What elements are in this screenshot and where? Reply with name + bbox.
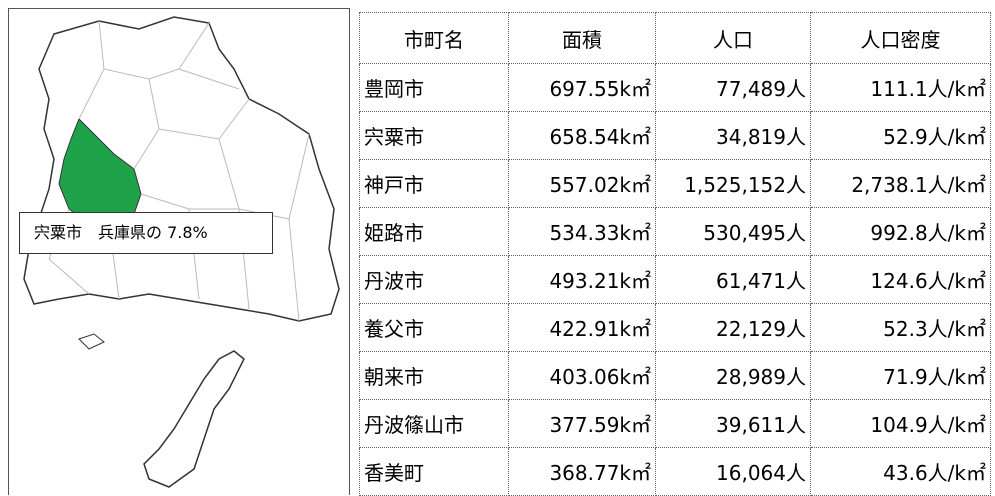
- value-cell: 2,738.1人/k㎡: [810, 159, 991, 208]
- value-cell: 403.06k㎡: [508, 351, 656, 400]
- value-cell: 658.54k㎡: [508, 111, 656, 160]
- value-cell: 52.3人/k㎡: [810, 303, 991, 352]
- value-cell: 104.9人/k㎡: [810, 399, 991, 448]
- value-cell: 39,611人: [655, 399, 811, 448]
- map-label: 宍粟市 兵庫県の 7.8%: [19, 212, 273, 254]
- value-cell: 493.21k㎡: [508, 255, 656, 304]
- name-cell: 姫路市: [359, 207, 509, 256]
- value-cell: 111.1人/k㎡: [810, 63, 991, 112]
- table-row: 香美町 368.77k㎡ 16,064人 43.6人/k㎡: [359, 447, 991, 496]
- value-cell: 16,064人: [655, 447, 811, 496]
- name-cell: 丹波市: [359, 255, 509, 304]
- name-cell: 神戸市: [359, 159, 509, 208]
- value-cell: 71.9人/k㎡: [810, 351, 991, 400]
- name-cell: 豊岡市: [359, 63, 509, 112]
- ieshima: [78, 333, 105, 350]
- header-row: 市町名 面積 人口 人口密度: [359, 12, 991, 64]
- value-cell: 534.33k㎡: [508, 207, 656, 256]
- value-cell: 124.6人/k㎡: [810, 255, 991, 304]
- value-cell: 557.02k㎡: [508, 159, 656, 208]
- table-row: 豊岡市 697.55k㎡ 77,489人 111.1人/k㎡: [359, 63, 991, 112]
- value-cell: 992.8人/k㎡: [810, 207, 991, 256]
- header-cell: 面積: [508, 12, 656, 64]
- value-cell: 61,471人: [655, 255, 811, 304]
- value-cell: 422.91k㎡: [508, 303, 656, 352]
- name-cell: 宍粟市: [359, 111, 509, 160]
- awaji-island: [143, 350, 245, 488]
- value-cell: 77,489人: [655, 63, 811, 112]
- value-cell: 34,819人: [655, 111, 811, 160]
- table-row: 姫路市 534.33k㎡ 530,495人 992.8人/k㎡: [359, 207, 991, 256]
- table-row: 丹波篠山市 377.59k㎡ 39,611人 104.9人/k㎡: [359, 399, 991, 448]
- map-panel: 宍粟市 兵庫県の 7.8%: [8, 8, 350, 495]
- name-cell: 香美町: [359, 447, 509, 496]
- value-cell: 368.77k㎡: [508, 447, 656, 496]
- name-cell: 養父市: [359, 303, 509, 352]
- table-row: 神戸市 557.02k㎡ 1,525,152人 2,738.1人/k㎡: [359, 159, 991, 208]
- table-row: 丹波市 493.21k㎡ 61,471人 124.6人/k㎡: [359, 255, 991, 304]
- name-cell: 丹波篠山市: [359, 399, 509, 448]
- value-cell: 28,989人: [655, 351, 811, 400]
- value-cell: 52.9人/k㎡: [810, 111, 991, 160]
- table-row: 養父市 422.91k㎡ 22,129人 52.3人/k㎡: [359, 303, 991, 352]
- value-cell: 43.6人/k㎡: [810, 447, 991, 496]
- value-cell: 697.55k㎡: [508, 63, 656, 112]
- name-cell: 朝来市: [359, 351, 509, 400]
- value-cell: 1,525,152人: [655, 159, 811, 208]
- header-cell: 人口密度: [810, 12, 991, 64]
- table-row: 朝来市 403.06k㎡ 28,989人 71.9人/k㎡: [359, 351, 991, 400]
- header-cell: 市町名: [359, 12, 509, 64]
- table-row: 宍粟市 658.54k㎡ 34,819人 52.9人/k㎡: [359, 111, 991, 160]
- value-cell: 530,495人: [655, 207, 811, 256]
- value-cell: 22,129人: [655, 303, 811, 352]
- value-cell: 377.59k㎡: [508, 399, 656, 448]
- header-cell: 人口: [655, 12, 811, 64]
